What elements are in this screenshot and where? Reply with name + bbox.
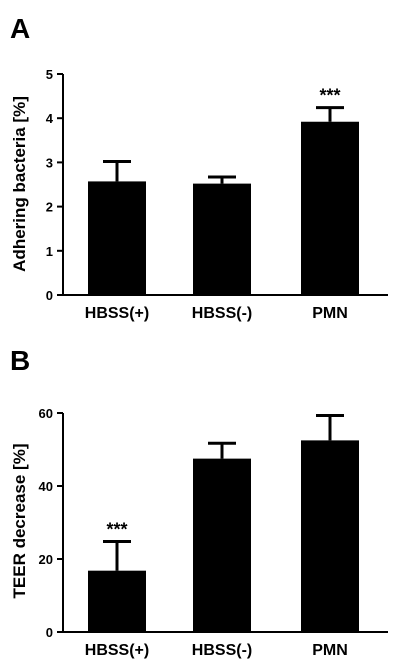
- category-label-a: HBSS(+): [85, 305, 149, 322]
- y-tick-label-a: 2: [46, 200, 53, 215]
- significance-label-b: ***: [106, 519, 127, 539]
- y-tick-label-a: 1: [46, 244, 53, 259]
- bar-a: [88, 181, 146, 295]
- bar-b: [193, 458, 251, 632]
- y-tick-label-a: 0: [46, 288, 53, 303]
- y-tick-label-a: 4: [46, 111, 54, 126]
- y-axis-label-b: TEER decrease [%]: [10, 444, 29, 599]
- significance-labels-a: ***: [319, 86, 340, 106]
- category-labels-b: HBSS(+) HBSS(-) PMN: [85, 642, 348, 659]
- y-ticks-b: 0 20 40 60: [39, 406, 63, 640]
- axes-b: [62, 413, 388, 633]
- axes-a: [62, 74, 388, 296]
- category-label-b: HBSS(-): [192, 642, 252, 659]
- category-label-a: HBSS(-): [192, 305, 252, 322]
- y-axis-label-a: Adhering bacteria [%]: [10, 96, 29, 272]
- category-label-b: PMN: [312, 642, 348, 659]
- y-tick-label-b: 0: [46, 625, 53, 640]
- bars-a: [88, 106, 359, 296]
- category-label-a: PMN: [312, 305, 348, 322]
- category-labels-a: HBSS(+) HBSS(-) PMN: [85, 305, 348, 322]
- y-tick-label-b: 40: [39, 479, 53, 494]
- bar-b: [301, 440, 359, 632]
- category-label-b: HBSS(+): [85, 642, 149, 659]
- bars-b: [88, 414, 359, 632]
- bar-b: [88, 570, 146, 632]
- significance-label-a: ***: [319, 86, 340, 106]
- y-tick-label-b: 60: [39, 406, 53, 421]
- panel-letter-a: A: [10, 13, 30, 44]
- significance-labels-b: ***: [106, 519, 127, 539]
- y-ticks-a: 0 1 2 3 4 5: [46, 67, 63, 303]
- y-tick-label-b: 20: [39, 552, 53, 567]
- bar-a: [193, 183, 251, 295]
- y-tick-label-a: 5: [46, 67, 53, 82]
- bar-a: [301, 121, 359, 296]
- y-tick-label-a: 3: [46, 155, 53, 170]
- panel-letter-b: B: [10, 345, 30, 376]
